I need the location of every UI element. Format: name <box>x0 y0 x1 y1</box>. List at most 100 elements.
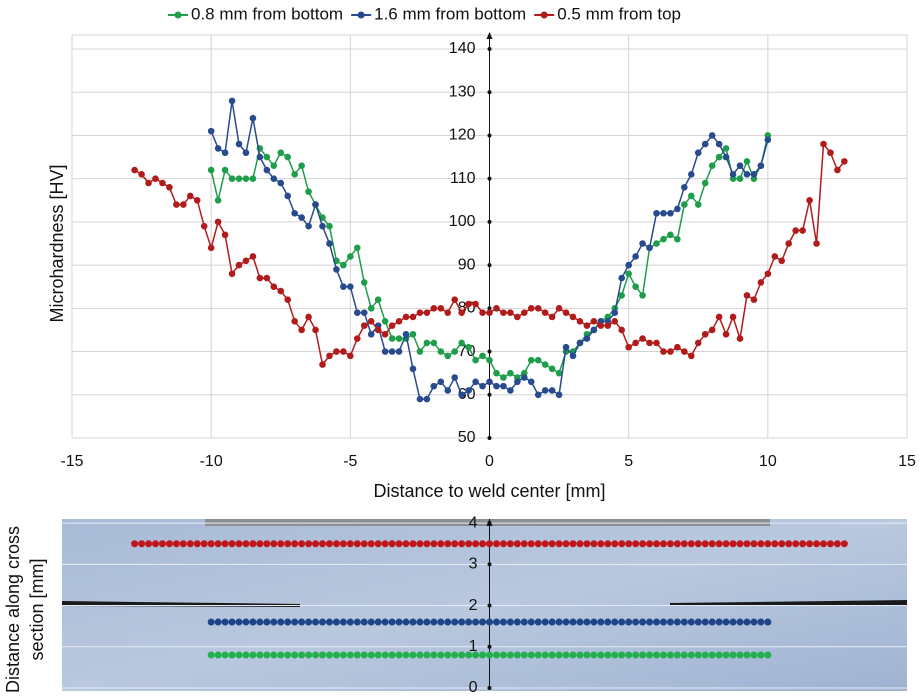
data-point <box>548 313 556 321</box>
y-axis-label: Microhardness [HV] <box>47 164 67 322</box>
data-point <box>409 313 417 321</box>
measure-point <box>249 651 257 659</box>
measure-point <box>548 540 556 548</box>
measure-point <box>653 651 660 659</box>
y-tick-label: 2 <box>469 597 478 614</box>
data-point <box>207 127 215 135</box>
measure-point <box>569 651 577 659</box>
measure-point <box>242 651 250 659</box>
measure-point <box>179 540 187 548</box>
measure-point <box>451 540 459 548</box>
data-point <box>360 322 368 329</box>
measure-point <box>659 618 667 626</box>
x-tick-label: 0 <box>485 453 494 470</box>
measure-point <box>423 540 431 548</box>
data-point <box>722 153 730 161</box>
data-point <box>305 222 312 230</box>
data-point <box>569 352 577 360</box>
measure-point <box>548 618 556 626</box>
measure-point <box>694 540 702 548</box>
measure-point <box>423 651 431 659</box>
measure-point <box>611 618 619 626</box>
data-point <box>138 171 145 178</box>
data-point <box>374 326 382 334</box>
data-point <box>284 153 292 161</box>
data-point <box>792 227 799 234</box>
data-point <box>660 209 667 217</box>
measure-point <box>339 618 347 626</box>
measure-point <box>715 540 723 548</box>
measure-point <box>764 618 772 626</box>
measure-point <box>339 651 347 659</box>
data-point <box>214 218 222 226</box>
data-point <box>465 300 472 308</box>
measure-point <box>527 540 535 548</box>
measure-point <box>743 651 751 659</box>
measure-point <box>256 651 264 659</box>
y-tick-label: 120 <box>449 127 476 144</box>
data-point <box>493 369 500 377</box>
data-point <box>667 348 674 355</box>
data-point <box>472 300 479 308</box>
measure-point <box>319 651 326 659</box>
measure-point <box>395 540 403 548</box>
data-point <box>646 339 653 347</box>
measure-point <box>673 651 681 659</box>
measure-point <box>722 651 730 659</box>
measure-point <box>520 651 528 659</box>
measure-point <box>214 618 222 626</box>
measure-point <box>555 618 563 626</box>
measure-point <box>228 618 236 626</box>
measure-point <box>569 540 577 548</box>
data-point <box>472 356 479 364</box>
x-tick-label: -15 <box>60 453 83 470</box>
data-point <box>437 378 445 386</box>
data-point <box>235 175 243 182</box>
measure-point <box>374 651 382 659</box>
data-point <box>674 235 681 243</box>
data-point <box>562 343 570 351</box>
measure-point <box>562 651 570 659</box>
measure-point <box>228 540 236 548</box>
measure-point <box>659 540 667 548</box>
measure-point <box>479 540 487 548</box>
measure-point <box>416 651 424 659</box>
measure-point <box>826 540 834 548</box>
measure-point <box>639 651 647 659</box>
measure-point <box>332 618 340 626</box>
measure-point <box>430 618 438 626</box>
measure-point <box>374 540 382 548</box>
measure-point <box>242 618 250 626</box>
data-point <box>611 318 619 325</box>
data-point <box>381 318 389 325</box>
y-tick-label: 110 <box>450 170 476 187</box>
data-point <box>541 387 549 394</box>
data-point <box>527 356 535 364</box>
measure-point <box>332 540 340 548</box>
data-point <box>771 253 779 260</box>
data-point <box>618 274 626 282</box>
data-point <box>618 326 626 334</box>
measure-point <box>131 540 139 548</box>
measure-point <box>472 540 480 548</box>
measure-point <box>472 651 480 659</box>
data-point <box>186 192 194 200</box>
measure-point <box>165 540 173 548</box>
measure-point <box>666 618 674 626</box>
measure-point <box>492 540 500 548</box>
measure-point <box>618 651 626 659</box>
measure-point <box>492 651 500 659</box>
data-point <box>667 231 674 239</box>
measure-point <box>562 618 570 626</box>
measure-point <box>597 540 605 548</box>
data-point <box>590 318 598 325</box>
data-point <box>347 283 354 291</box>
data-point <box>674 343 681 351</box>
measure-point <box>520 618 528 626</box>
measure-point <box>249 540 257 548</box>
measure-point <box>736 651 744 659</box>
data-point <box>214 145 222 152</box>
data-point <box>298 214 305 221</box>
data-point <box>207 244 215 252</box>
measure-point <box>499 540 507 548</box>
